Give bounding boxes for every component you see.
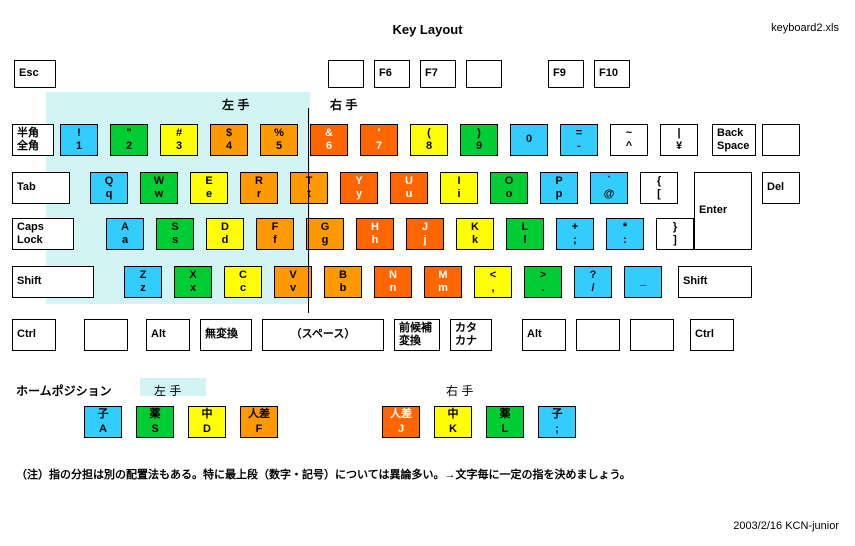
key: '7 <box>360 124 398 156</box>
key: Qq <box>90 172 128 204</box>
key: !1 <box>60 124 98 156</box>
doc-filename: keyboard2.xls <box>771 22 839 34</box>
key: Alt <box>522 319 566 351</box>
legend-label-left: 左 手 <box>154 382 181 399</box>
key: (8 <box>410 124 448 156</box>
key: )9 <box>460 124 498 156</box>
key: Pp <box>540 172 578 204</box>
key: Dd <box>206 218 244 250</box>
key: 無変換 <box>200 319 252 351</box>
key: |¥ <box>660 124 698 156</box>
legend-left: 子A 薬S 中D 人差F <box>84 406 292 438</box>
label-home-position: ホームポジション <box>16 382 112 399</box>
key: カタカナ <box>450 319 492 351</box>
key <box>466 60 502 88</box>
label-right-hand: 右 手 <box>330 96 357 113</box>
legend-label-right: 右 手 <box>446 382 473 399</box>
key: F6 <box>374 60 410 88</box>
key: +; <box>556 218 594 250</box>
key: Yy <box>340 172 378 204</box>
legend-key: 子; <box>538 406 576 438</box>
key <box>328 60 364 88</box>
key: Oo <box>490 172 528 204</box>
key: Enter <box>694 172 752 250</box>
key: "2 <box>110 124 148 156</box>
key: *: <box>606 218 644 250</box>
key: Gg <box>306 218 344 250</box>
key: Ss <box>156 218 194 250</box>
key <box>576 319 620 351</box>
key: Ctrl <box>690 319 734 351</box>
key: Esc <box>14 60 56 88</box>
legend-key: 薬L <box>486 406 524 438</box>
key: `@ <box>590 172 628 204</box>
key: 前候補変換 <box>394 319 440 351</box>
key: Del <box>762 172 800 204</box>
key: Ff <box>256 218 294 250</box>
key: Zz <box>124 266 162 298</box>
key: >. <box>524 266 562 298</box>
key: ~^ <box>610 124 648 156</box>
key: F9 <box>548 60 584 88</box>
key: Mm <box>424 266 462 298</box>
key: Shift <box>678 266 752 298</box>
key: &6 <box>310 124 348 156</box>
key: #3 <box>160 124 198 156</box>
key: Ee <box>190 172 228 204</box>
key: 0 <box>510 124 548 156</box>
key: Vv <box>274 266 312 298</box>
key: （スペース） <box>262 319 384 351</box>
key: Rr <box>240 172 278 204</box>
legend-key: 子A <box>84 406 122 438</box>
page-title: Key Layout <box>0 22 855 37</box>
legend-key: 中K <box>434 406 472 438</box>
key: Ww <box>140 172 178 204</box>
key: Aa <box>106 218 144 250</box>
key: Bb <box>324 266 362 298</box>
key: ?/ <box>574 266 612 298</box>
key: $4 <box>210 124 248 156</box>
key: Xx <box>174 266 212 298</box>
footnote: （注）指の分担は別の配置法もある。特に最上段（数字・記号）については異論多い。→… <box>16 466 631 482</box>
page-footer: 2003/2/16 KCN-junior <box>733 520 839 532</box>
key: {[ <box>640 172 678 204</box>
legend-right: 人差J 中K 薬L 子; <box>382 406 590 438</box>
key: =- <box>560 124 598 156</box>
hand-separator <box>308 108 309 313</box>
legend-key: 薬S <box>136 406 174 438</box>
key: Hh <box>356 218 394 250</box>
key: BackSpace <box>712 124 756 156</box>
label-left-hand: 左 手 <box>222 96 249 113</box>
key: Tab <box>12 172 70 204</box>
key: 半角全角 <box>12 124 54 156</box>
key: <, <box>474 266 512 298</box>
key: CapsLock <box>12 218 74 250</box>
legend-key: 人差J <box>382 406 420 438</box>
key: Nn <box>374 266 412 298</box>
key: Ctrl <box>12 319 56 351</box>
key: Shift <box>12 266 94 298</box>
legend-key: 中D <box>188 406 226 438</box>
key: Alt <box>146 319 190 351</box>
key: }] <box>656 218 694 250</box>
key: _ <box>624 266 662 298</box>
key: F10 <box>594 60 630 88</box>
key <box>84 319 128 351</box>
key: Ll <box>506 218 544 250</box>
key: Ii <box>440 172 478 204</box>
key <box>762 124 800 156</box>
keyboard-layout-diagram: { "title":"Key Layout", "doc_filename":"… <box>0 0 855 546</box>
key <box>630 319 674 351</box>
key: Uu <box>390 172 428 204</box>
key: Tt <box>290 172 328 204</box>
key: F7 <box>420 60 456 88</box>
key: Kk <box>456 218 494 250</box>
key: Cc <box>224 266 262 298</box>
legend-key: 人差F <box>240 406 278 438</box>
key: Jj <box>406 218 444 250</box>
key: %5 <box>260 124 298 156</box>
